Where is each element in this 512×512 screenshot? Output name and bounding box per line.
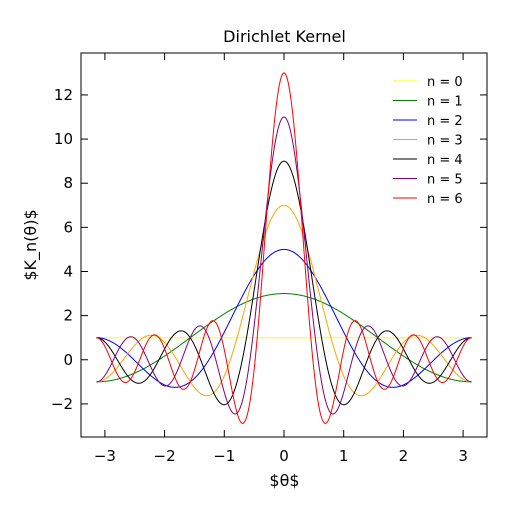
legend-label-n0: n = 0 <box>427 75 463 90</box>
chart-title: Dirichlet Kernel <box>223 27 346 46</box>
y-tick-label: 2 <box>63 307 73 325</box>
series-line-n4 <box>96 160 472 406</box>
x-tick-label: 1 <box>339 447 349 465</box>
x-tick-label: 0 <box>279 447 289 465</box>
x-axis-label: $θ$ <box>269 471 299 490</box>
y-tick-label: −2 <box>51 395 73 413</box>
y-axis-label: $K_n(θ)$ <box>21 209 41 280</box>
y-tick-label: 10 <box>54 130 73 148</box>
plot-layer <box>96 72 472 424</box>
y-tick-label: 4 <box>63 262 73 280</box>
legend-label-n6: n = 6 <box>427 192 463 207</box>
series-line-n2 <box>96 248 472 388</box>
legend-label-n1: n = 1 <box>427 95 463 110</box>
series-line-n5 <box>96 116 472 415</box>
legend-label-n4: n = 4 <box>427 153 463 168</box>
legend-label-n2: n = 2 <box>427 114 463 129</box>
series-line-n3 <box>96 204 472 397</box>
legend-label-n3: n = 3 <box>427 134 463 149</box>
x-tick-label: −3 <box>94 447 116 465</box>
y-tick-label: 12 <box>54 86 73 104</box>
x-tick-label: −2 <box>154 447 176 465</box>
y-tick-label: 6 <box>63 218 73 236</box>
y-tick-label: 8 <box>63 174 73 192</box>
axes-frame <box>80 52 488 438</box>
x-tick-label: 3 <box>458 447 468 465</box>
legend-label-n5: n = 5 <box>427 173 463 188</box>
y-tick-label: 0 <box>63 351 73 369</box>
legend: n = 0 n = 1 n = 2 n = 3 n = 4 n = 5 n = 6 <box>393 75 463 207</box>
series-line-n6 <box>96 72 472 424</box>
x-tick-label: −1 <box>213 447 235 465</box>
x-tick-label: 2 <box>399 447 409 465</box>
